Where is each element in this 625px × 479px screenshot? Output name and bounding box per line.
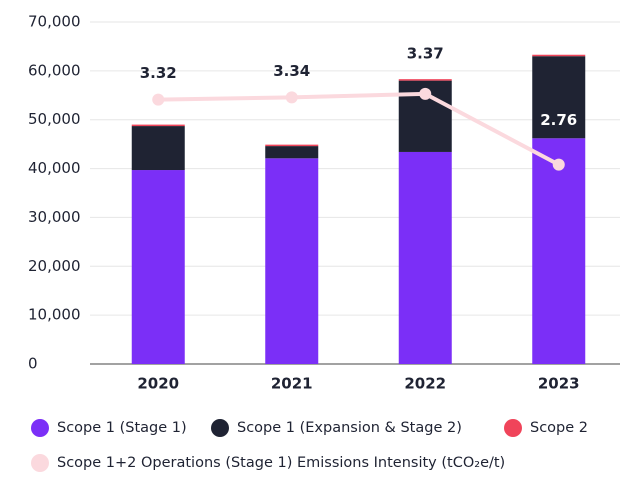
- y-tick-label: 40,000: [28, 159, 81, 177]
- legend-swatch: [31, 454, 49, 472]
- legend-swatch: [211, 419, 229, 437]
- y-tick-label: 70,000: [28, 13, 81, 31]
- data-label: 3.34: [273, 62, 310, 80]
- legend-label: Scope 1 (Expansion & Stage 2): [237, 420, 462, 436]
- bar-segment: [398, 151, 452, 364]
- data-label: 3.37: [407, 44, 444, 62]
- line: [158, 91, 560, 167]
- y-tick-label: 50,000: [28, 110, 81, 128]
- bar-segment: [265, 158, 319, 364]
- line-point: [552, 158, 565, 171]
- y-tick-label: 10,000: [28, 306, 81, 324]
- bar-segment: [398, 79, 452, 81]
- legend-label: Scope 2: [530, 420, 588, 436]
- data-label: 3.32: [140, 64, 177, 82]
- y-tick-label: 60,000: [28, 61, 81, 79]
- x-tick-label: 2021: [271, 375, 313, 393]
- data-label: 2.76: [540, 111, 577, 129]
- x-tick-label: 2020: [137, 375, 179, 393]
- bar-segment: [532, 138, 586, 364]
- y-tick-label: 20,000: [28, 257, 81, 275]
- x-tick-label: 2022: [404, 375, 446, 393]
- bar-segment: [131, 170, 185, 364]
- bar-segment: [532, 56, 586, 139]
- bar-segment: [265, 146, 319, 159]
- y-tick-label: 0: [28, 355, 38, 373]
- x-tick-label: 2023: [538, 375, 580, 393]
- legend-swatch: [31, 419, 49, 437]
- y-tick-label: 30,000: [28, 208, 81, 226]
- line-point: [285, 91, 298, 104]
- legend-label: Scope 1 (Stage 1): [57, 420, 187, 436]
- line-point: [152, 93, 165, 106]
- bar-segment: [265, 144, 319, 147]
- bar-segment: [131, 126, 185, 171]
- legend-label: Scope 1+2 Operations (Stage 1) Emissions…: [57, 455, 505, 471]
- line-point: [419, 87, 432, 100]
- legend-swatch: [504, 419, 522, 437]
- bar-segment: [532, 54, 586, 57]
- bar-segment: [131, 124, 185, 127]
